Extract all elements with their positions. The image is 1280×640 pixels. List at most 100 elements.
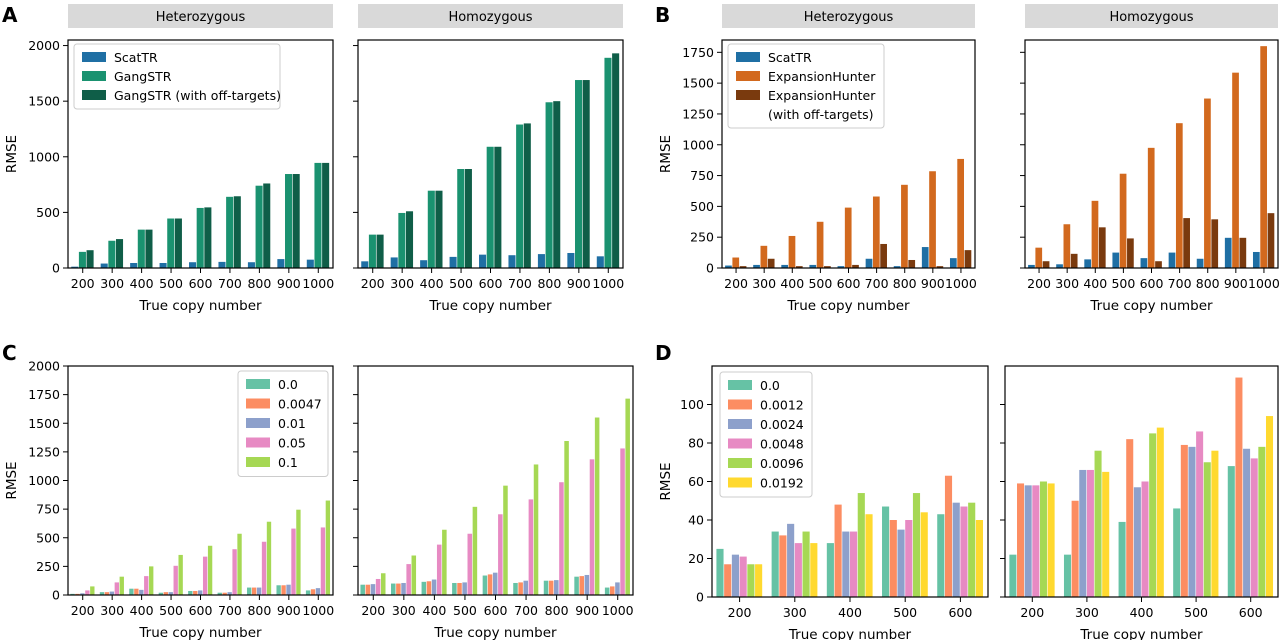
legend-label: 0.0 bbox=[278, 377, 298, 392]
bar bbox=[137, 229, 145, 268]
bar bbox=[285, 174, 293, 268]
bar bbox=[625, 398, 630, 595]
legend-swatch bbox=[736, 52, 760, 62]
bar bbox=[361, 261, 369, 268]
bar bbox=[842, 531, 850, 597]
x-axis-label: True copy number bbox=[433, 625, 557, 640]
legend-swatch bbox=[82, 71, 106, 81]
bar bbox=[767, 258, 775, 268]
bar bbox=[1140, 258, 1148, 268]
bar bbox=[857, 493, 865, 597]
bar bbox=[620, 448, 625, 595]
legend-label: 0.0192 bbox=[760, 476, 804, 491]
bar bbox=[315, 588, 321, 595]
bar bbox=[498, 514, 503, 595]
bar bbox=[449, 256, 457, 268]
x-tick-label: 1000 bbox=[945, 276, 977, 291]
x-axis-label: True copy number bbox=[1089, 298, 1213, 314]
bar bbox=[1149, 433, 1157, 598]
y-tick-label: 1500 bbox=[28, 416, 60, 431]
x-tick-label: 200 bbox=[361, 276, 385, 291]
legend-label: 0.0024 bbox=[760, 417, 804, 432]
bar bbox=[610, 586, 615, 595]
x-tick-label: 900 bbox=[567, 276, 591, 291]
bar bbox=[1102, 471, 1110, 598]
bar bbox=[368, 234, 376, 268]
bar bbox=[104, 592, 110, 595]
facet-strip bbox=[722, 4, 975, 28]
x-tick-label: 800 bbox=[545, 603, 569, 618]
bar bbox=[944, 475, 953, 597]
x-tick-label: 900 bbox=[277, 276, 301, 291]
bar bbox=[567, 252, 575, 268]
bar bbox=[850, 531, 858, 597]
x-tick-label: 600 bbox=[948, 605, 972, 620]
bar bbox=[1127, 238, 1134, 268]
bar bbox=[380, 573, 386, 595]
bar bbox=[370, 584, 376, 595]
x-tick-label: 400 bbox=[1083, 276, 1107, 291]
bar bbox=[436, 544, 442, 595]
bar bbox=[1126, 439, 1134, 597]
bar bbox=[255, 185, 263, 268]
bar bbox=[276, 585, 281, 595]
bar bbox=[1094, 450, 1102, 597]
bar bbox=[163, 592, 168, 595]
bar bbox=[291, 528, 296, 595]
y-tick-label: 0 bbox=[706, 261, 714, 276]
bar bbox=[865, 514, 873, 597]
bar bbox=[816, 221, 824, 268]
bar bbox=[1239, 237, 1247, 268]
bar bbox=[457, 169, 465, 268]
bar bbox=[492, 572, 498, 595]
y-tick-label: 1500 bbox=[682, 76, 714, 91]
bar bbox=[1252, 251, 1260, 268]
bar bbox=[612, 53, 620, 268]
bar bbox=[1235, 377, 1243, 597]
bar bbox=[584, 574, 590, 595]
x-tick-label: 900 bbox=[575, 603, 599, 618]
bar bbox=[575, 80, 583, 268]
bar bbox=[516, 124, 524, 268]
x-axis-label: True copy number bbox=[1079, 627, 1203, 640]
x-axis-label: True copy number bbox=[428, 298, 552, 314]
bar bbox=[376, 234, 384, 268]
bar bbox=[479, 254, 487, 268]
bar bbox=[1196, 431, 1204, 597]
x-tick-label: 1000 bbox=[1248, 276, 1280, 291]
bar bbox=[753, 264, 760, 268]
panel-letter: A bbox=[2, 3, 18, 27]
x-tick-label: 200 bbox=[728, 605, 752, 620]
bar bbox=[256, 587, 262, 595]
bar bbox=[464, 169, 472, 268]
x-tick-label: 1000 bbox=[592, 276, 624, 291]
bar bbox=[487, 574, 493, 595]
bar bbox=[579, 576, 584, 595]
facet-strip bbox=[358, 4, 623, 28]
bar bbox=[837, 266, 845, 268]
bar bbox=[513, 582, 518, 595]
facet-label: Heterozygous bbox=[156, 10, 246, 25]
y-tick-label: 2000 bbox=[28, 359, 60, 374]
bar bbox=[1258, 446, 1266, 597]
legend-label: 0.0096 bbox=[760, 456, 804, 471]
bar bbox=[725, 265, 732, 268]
bar bbox=[305, 590, 311, 595]
bar bbox=[1017, 483, 1025, 597]
y-tick-label: 0 bbox=[52, 588, 60, 603]
bar bbox=[1183, 218, 1190, 268]
bar bbox=[232, 549, 237, 595]
bar bbox=[589, 459, 595, 595]
bar bbox=[314, 162, 322, 268]
bar bbox=[1203, 462, 1211, 597]
bar bbox=[1173, 508, 1181, 597]
x-tick-label: 900 bbox=[1224, 276, 1248, 291]
bar bbox=[1155, 261, 1162, 268]
y-tick-label: 0 bbox=[52, 261, 60, 276]
x-tick-label: 300 bbox=[392, 603, 416, 618]
bar bbox=[503, 485, 508, 595]
bar bbox=[325, 500, 331, 595]
bar bbox=[802, 531, 810, 597]
bar bbox=[100, 263, 108, 268]
bar bbox=[173, 565, 178, 595]
